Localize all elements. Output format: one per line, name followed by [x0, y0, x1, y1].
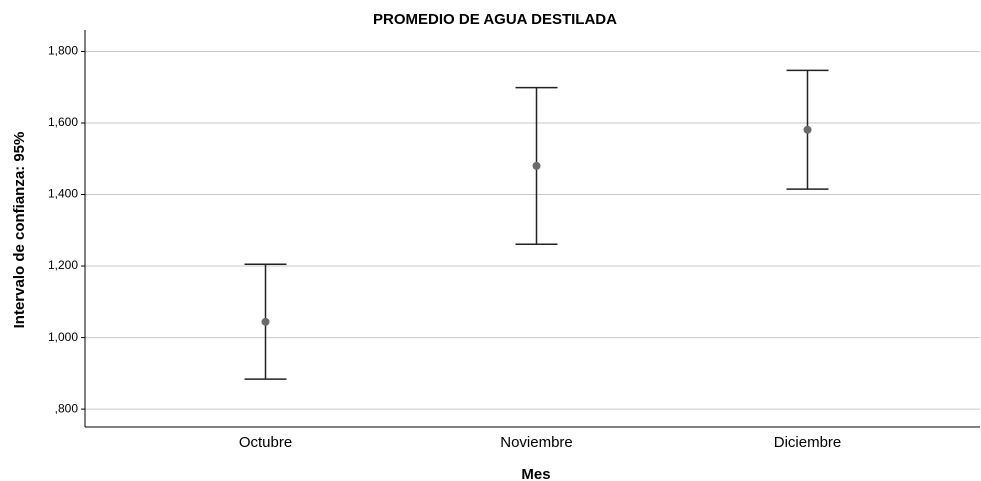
- y-axis-title: Intervalo de confianza: 95%: [11, 132, 28, 329]
- x-axis-title: Mes: [521, 466, 550, 481]
- y-tick-label: 1,000: [48, 330, 78, 344]
- y-tick-label: 1,400: [48, 187, 78, 201]
- x-tick-label: Noviembre: [500, 434, 573, 451]
- y-tick-label: 1,800: [48, 44, 78, 58]
- y-tick-label: 1,200: [48, 258, 78, 272]
- mean-point: [803, 125, 812, 134]
- x-tick-label: Diciembre: [774, 434, 842, 451]
- y-tick-label: 1,600: [48, 115, 78, 129]
- mean-point: [261, 317, 270, 326]
- x-tick-label: Octubre: [239, 434, 292, 451]
- y-tick-label: ,800: [55, 401, 79, 415]
- mean-point: [532, 161, 541, 170]
- chart-title: PROMEDIO DE AGUA DESTILADA: [373, 11, 617, 28]
